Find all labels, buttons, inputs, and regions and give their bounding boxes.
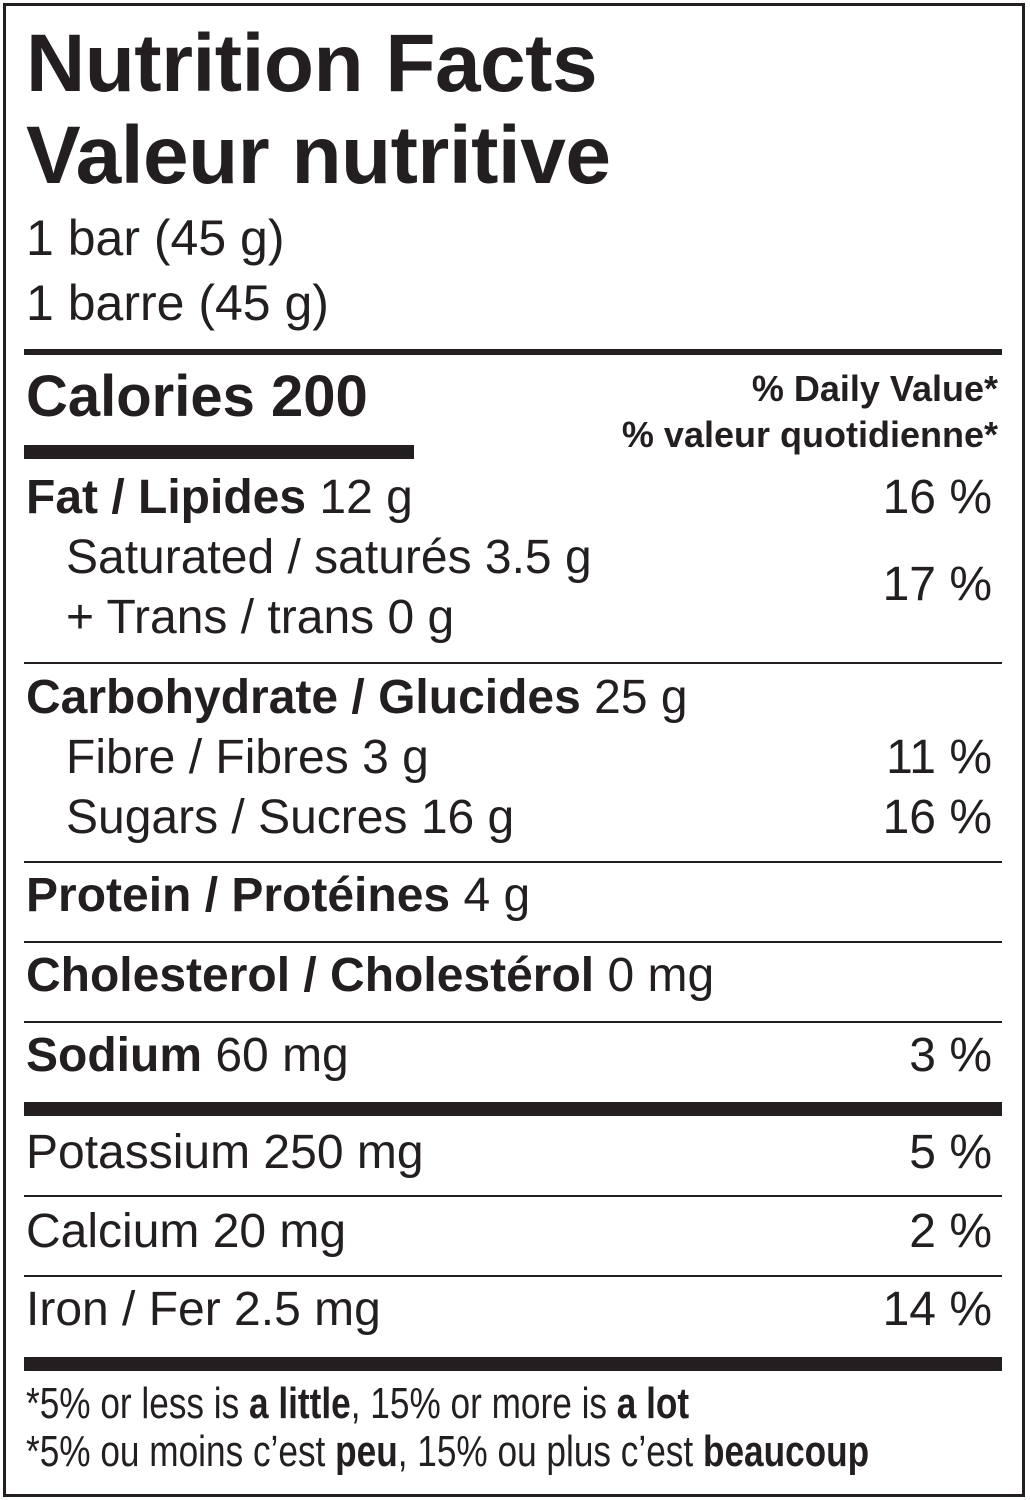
fat-amount: 12 g — [319, 471, 413, 524]
divider-thick — [24, 1357, 1002, 1371]
trans-row: + Trans / trans 0 g — [66, 591, 455, 644]
potassium-row: Potassium 250 mg — [26, 1126, 424, 1179]
fat-row: Fat / Lipides 12 g — [26, 474, 413, 522]
daily-value-en: % Daily Value* — [751, 368, 998, 409]
footnote-bold: peu — [335, 1427, 398, 1476]
cholesterol-amount: 0 mg — [607, 949, 715, 1002]
protein-row: Protein / Protéines 4 g — [26, 872, 530, 920]
fibre-dv: 11 % — [886, 731, 992, 784]
serving-en: 1 bar (45 g) — [26, 210, 285, 266]
carb-row: Carbohydrate / Glucides 25 g — [26, 674, 688, 722]
fat-dv: 16 % — [882, 471, 992, 524]
divider — [24, 1021, 1002, 1023]
saturated-row: Saturated / saturés 3.5 g — [66, 531, 592, 584]
fibre-row: Fibre / Fibres 3 g — [66, 731, 429, 784]
protein-amount: 4 g — [463, 869, 531, 922]
title-en: Nutrition Facts — [26, 18, 598, 109]
divider — [24, 662, 1002, 664]
divider — [24, 1275, 1002, 1277]
label-border — [3, 3, 1025, 1497]
calories-label: Calories — [26, 364, 255, 429]
iron-row: Iron / Fer 2.5 mg — [26, 1283, 381, 1336]
sodium-label: Sodium — [26, 1029, 202, 1082]
divider — [24, 861, 1002, 863]
daily-value-fr: % valeur quotidienne* — [621, 414, 998, 455]
footnote-bold: a little — [249, 1379, 351, 1428]
sugars-row: Sugars / Sucres 16 g — [66, 791, 515, 844]
footnote-bold: a lot — [616, 1379, 690, 1428]
calories: Calories 200 — [26, 368, 368, 426]
calcium-row: Calcium 20 mg — [26, 1205, 347, 1258]
calories-value: 200 — [271, 364, 368, 429]
title-fr: Valeur nutritive — [26, 110, 611, 201]
sodium-amount: 60 mg — [215, 1029, 349, 1082]
carb-label: Carbohydrate / Glucides — [26, 671, 581, 724]
footnote-bold: beaucoup — [702, 1427, 870, 1476]
sodium-dv: 3 % — [909, 1029, 992, 1082]
cholesterol-row: Cholesterol / Cholestérol 0 mg — [26, 952, 714, 1000]
calcium-dv: 2 % — [909, 1205, 992, 1258]
footnote-text: *5% ou moins c’est — [26, 1427, 336, 1476]
divider-thick — [24, 349, 1002, 355]
cholesterol-label: Cholesterol / Cholestérol — [26, 949, 595, 1002]
sugars-dv: 16 % — [882, 791, 992, 844]
serving-fr: 1 barre (45 g) — [26, 275, 329, 331]
footnote-text: *5% or less is — [26, 1379, 250, 1428]
divider — [24, 1195, 1002, 1197]
sat-trans-dv: 17 % — [882, 558, 992, 611]
divider-thick — [24, 1102, 1002, 1116]
potassium-dv: 5 % — [909, 1126, 992, 1179]
divider — [24, 941, 1002, 943]
sodium-row: Sodium 60 mg — [26, 1032, 349, 1080]
calories-underline — [24, 445, 414, 459]
carb-amount: 25 g — [594, 671, 688, 724]
footnote-text: , 15% or more is — [350, 1379, 617, 1428]
footnote-text: , 15% ou plus c’est — [397, 1427, 703, 1476]
footnote-fr: *5% ou moins c’est peu, 15% ou plus c’es… — [26, 1430, 869, 1474]
footnote-en: *5% or less is a little, 15% or more is … — [26, 1382, 689, 1426]
iron-dv: 14 % — [882, 1283, 992, 1336]
protein-label: Protein / Protéines — [26, 869, 451, 922]
fat-label: Fat / Lipides — [26, 471, 307, 524]
